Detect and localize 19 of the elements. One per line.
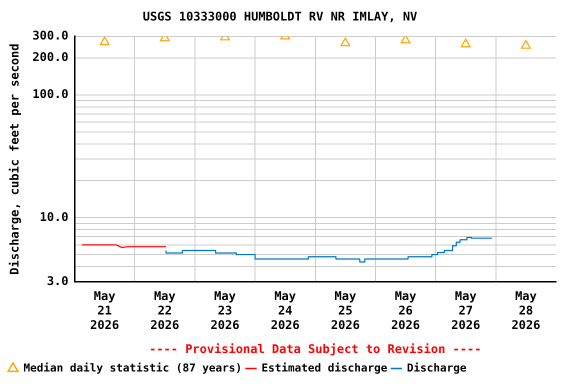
- y-axis-title: Discharge, cubic feet per second: [7, 44, 22, 275]
- text: ---- Provisional Data Subject to Revision ----: [149, 342, 482, 356]
- x-tick-label: May 23 2026: [210, 289, 240, 332]
- x-tick-label: May 25 2026: [330, 289, 360, 332]
- legend-label: Median daily statistic (87 years): [24, 361, 242, 374]
- y-tick-label: 300.0: [32, 28, 69, 43]
- x-tick-label: May 22 2026: [150, 289, 180, 332]
- y-tick-label: 100.0: [32, 87, 69, 102]
- x-tick-label: May 26 2026: [391, 289, 420, 332]
- legend-label: Estimated discharge: [262, 361, 388, 374]
- chart-title: USGS 10333000 HUMBOLDT RV NR IMLAY, NV: [142, 9, 418, 24]
- y-tick-label: 200.0: [32, 50, 69, 64]
- x-tick-label: May 27 2026: [451, 289, 480, 332]
- x-tick-label: May 21 2026: [90, 289, 120, 332]
- y-tick-label: 10.0: [40, 210, 69, 224]
- legend-label: Discharge: [406, 361, 467, 374]
- x-tick-label: May 28 2026: [511, 289, 540, 332]
- x-tick-label: May 24 2026: [270, 289, 300, 332]
- y-tick-label: 3.0: [46, 274, 69, 288]
